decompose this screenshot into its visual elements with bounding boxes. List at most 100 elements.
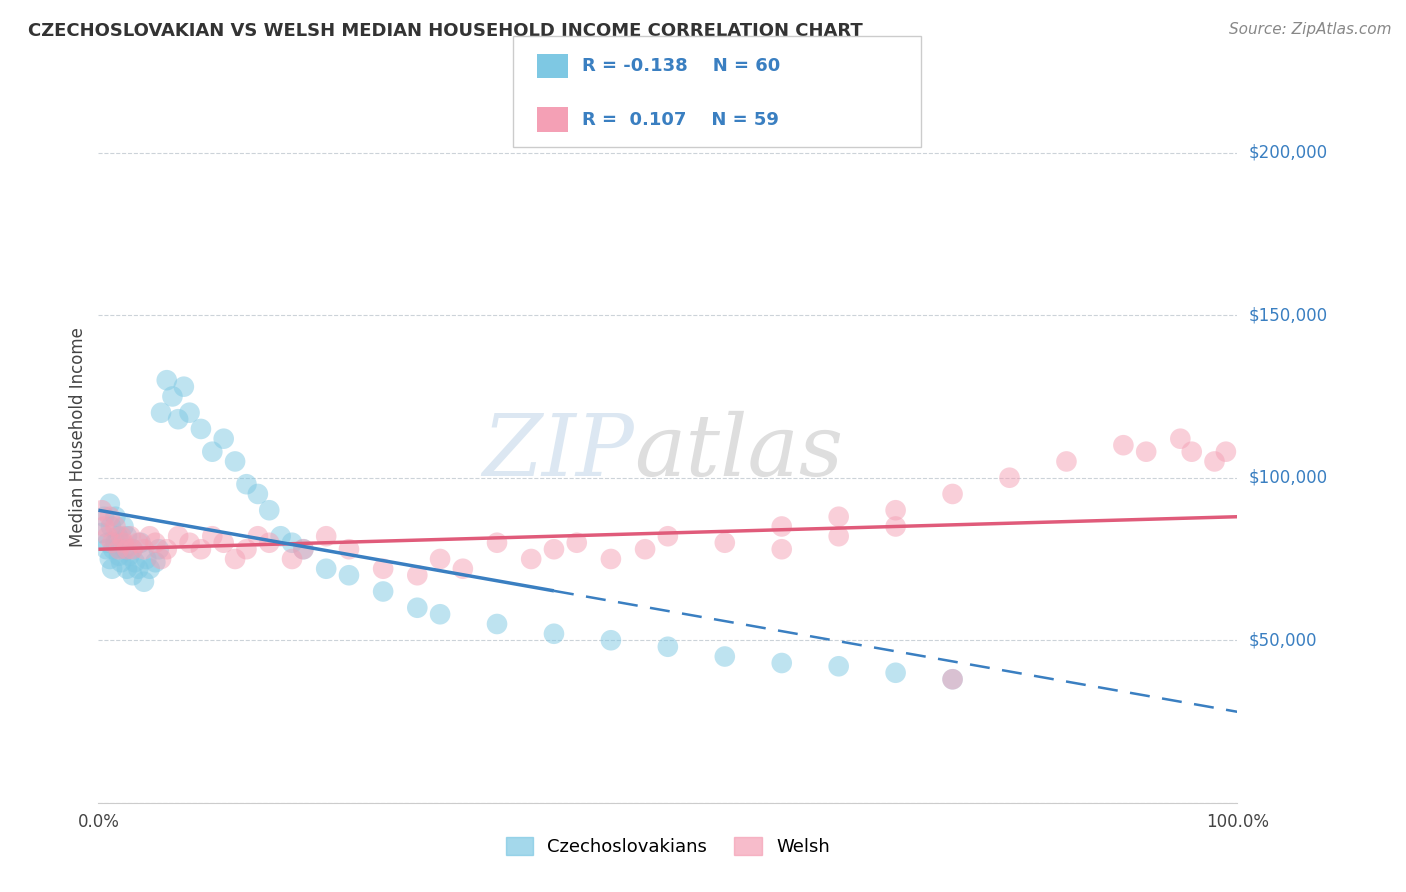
Point bbox=[246, 487, 269, 501]
Point bbox=[138, 529, 160, 543]
Point bbox=[150, 552, 173, 566]
Point bbox=[657, 640, 679, 654]
Text: $200,000: $200,000 bbox=[1249, 144, 1327, 161]
Point bbox=[1135, 444, 1157, 458]
Point bbox=[1112, 438, 1135, 452]
Point bbox=[121, 542, 143, 557]
Point bbox=[104, 519, 127, 533]
Point bbox=[101, 535, 124, 549]
Point bbox=[246, 529, 269, 543]
Point bbox=[108, 542, 131, 557]
Point bbox=[337, 542, 360, 557]
Point bbox=[235, 477, 257, 491]
Point bbox=[600, 633, 623, 648]
Point bbox=[520, 552, 543, 566]
Point bbox=[600, 552, 623, 566]
Point bbox=[942, 673, 965, 687]
Point bbox=[93, 509, 115, 524]
Point bbox=[486, 617, 509, 632]
Point bbox=[235, 542, 257, 557]
Point bbox=[145, 535, 167, 549]
Point bbox=[1181, 444, 1204, 458]
Point bbox=[634, 542, 657, 557]
Point bbox=[110, 555, 132, 569]
Point bbox=[543, 626, 565, 640]
Point bbox=[93, 519, 115, 533]
Point bbox=[90, 526, 112, 541]
Point bbox=[714, 535, 737, 549]
Point bbox=[1215, 444, 1237, 458]
Text: $100,000: $100,000 bbox=[1249, 468, 1327, 487]
Point bbox=[98, 552, 121, 566]
Text: R = -0.138    N = 60: R = -0.138 N = 60 bbox=[582, 57, 780, 75]
Text: $50,000: $50,000 bbox=[1249, 632, 1317, 649]
Point bbox=[281, 535, 304, 549]
Point bbox=[115, 529, 138, 543]
Point bbox=[486, 535, 509, 549]
Point bbox=[98, 497, 121, 511]
Point bbox=[118, 549, 141, 563]
Point bbox=[148, 542, 170, 557]
Point bbox=[657, 529, 679, 543]
Point bbox=[337, 568, 360, 582]
Text: CZECHOSLOVAKIAN VS WELSH MEDIAN HOUSEHOLD INCOME CORRELATION CHART: CZECHOSLOVAKIAN VS WELSH MEDIAN HOUSEHOL… bbox=[28, 22, 863, 40]
Point bbox=[1170, 432, 1192, 446]
Point bbox=[103, 542, 125, 557]
Point bbox=[212, 535, 235, 549]
Point bbox=[884, 665, 907, 680]
Point bbox=[543, 542, 565, 557]
Point bbox=[224, 552, 246, 566]
Point bbox=[145, 555, 167, 569]
Y-axis label: Median Household Income: Median Household Income bbox=[69, 327, 87, 547]
Point bbox=[998, 471, 1021, 485]
Point bbox=[292, 542, 315, 557]
Point bbox=[108, 549, 131, 563]
Point bbox=[942, 673, 965, 687]
Point bbox=[315, 529, 337, 543]
Point bbox=[281, 552, 304, 566]
Point bbox=[179, 406, 201, 420]
Point bbox=[107, 529, 129, 543]
Point bbox=[828, 509, 851, 524]
Point bbox=[565, 535, 588, 549]
Point bbox=[315, 562, 337, 576]
Point bbox=[942, 487, 965, 501]
Point bbox=[429, 552, 451, 566]
Point bbox=[110, 535, 132, 549]
Point bbox=[406, 568, 429, 582]
Point bbox=[129, 535, 152, 549]
Point bbox=[828, 529, 851, 543]
Text: R =  0.107    N = 59: R = 0.107 N = 59 bbox=[582, 111, 779, 128]
Point bbox=[179, 535, 201, 549]
Point bbox=[714, 649, 737, 664]
Point bbox=[429, 607, 451, 622]
Point bbox=[112, 519, 135, 533]
Point bbox=[259, 535, 281, 549]
Point bbox=[162, 389, 184, 403]
Point bbox=[121, 568, 143, 582]
Point bbox=[212, 432, 235, 446]
Point bbox=[150, 406, 173, 420]
Point bbox=[770, 542, 793, 557]
Point bbox=[135, 552, 157, 566]
Point bbox=[110, 529, 132, 543]
Point bbox=[114, 542, 136, 557]
Point bbox=[120, 529, 142, 543]
Point bbox=[127, 535, 149, 549]
Point bbox=[121, 542, 143, 557]
Point bbox=[201, 444, 224, 458]
Point bbox=[173, 380, 195, 394]
Point bbox=[132, 574, 155, 589]
Point bbox=[167, 412, 190, 426]
Point bbox=[371, 584, 394, 599]
Text: atlas: atlas bbox=[634, 410, 842, 493]
Point bbox=[156, 542, 179, 557]
Point bbox=[1204, 454, 1226, 468]
Point bbox=[828, 659, 851, 673]
Point bbox=[190, 542, 212, 557]
Point bbox=[167, 529, 190, 543]
Point bbox=[190, 422, 212, 436]
Point bbox=[101, 562, 124, 576]
Point bbox=[96, 529, 118, 543]
Point bbox=[124, 555, 146, 569]
